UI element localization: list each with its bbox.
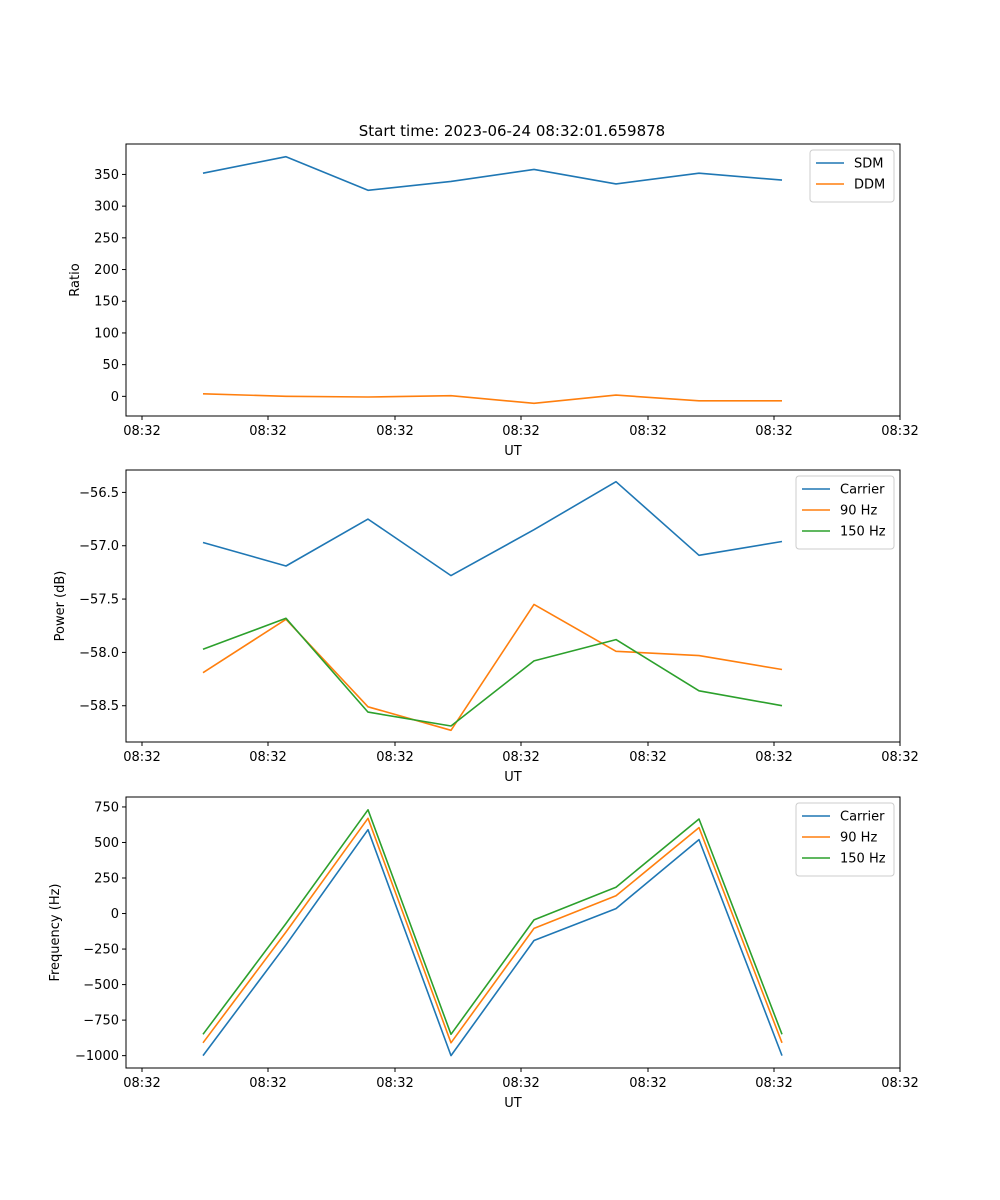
x-tick-label: 08:32 [502,424,539,439]
legend-entry: SDM [854,157,883,172]
x-tick-label: 08:32 [881,750,918,765]
x-axis-label: UT [504,1096,522,1111]
chart-panel-3: 08:32 08:32 08:32 08:32 08:32 08:32 08:32 −1000… [48,796,919,1111]
y-axis-label: Frequency (Hz) [48,883,63,981]
series-line-150-hz [202,617,783,727]
y-axis-label: Ratio [68,263,83,296]
legend-entry: 150 Hz [840,525,886,540]
legend-entry: 90 Hz [840,504,877,519]
legend-entry: 90 Hz [840,831,877,846]
chart-panel-2: 08:32 08:32 08:32 08:32 08:32 08:32 08:32 −58.5… [53,469,919,785]
y-tick-label: 0 [111,390,119,405]
x-tick-label: 08:32 [755,1076,792,1091]
y-tick-label: −250 [83,943,119,958]
x-tick-label: 08:32 [629,750,666,765]
x-axis-label: UT [504,770,522,785]
y-tick-label: −1000 [75,1049,119,1064]
series-line-carrier [202,480,783,577]
legend-entry: Carrier [840,483,885,498]
y-tick-label: 0 [111,907,119,922]
x-tick-label: 08:32 [755,750,792,765]
axes-frame [125,143,901,417]
figure-title: Start time: 2023-06-24 08:32:01.659878 [359,122,665,140]
y-tick-label: −58.0 [79,646,119,661]
y-tick-label: 200 [94,263,119,278]
y-axis-label: Power (dB) [53,571,68,642]
y-tick-label: 250 [94,231,119,246]
x-tick-label: 08:32 [376,424,413,439]
panels: 08:32 08:32 08:32 08:32 08:32 08:32 08:32 0 50 10… [48,143,919,1111]
axes-frame [125,796,901,1069]
y-tick-label: −57.5 [79,593,119,608]
y-tick-label: −500 [83,978,119,993]
x-axis-label: UT [504,444,522,459]
x-tick-label: 08:32 [123,1076,160,1091]
y-tick-label: 750 [94,800,119,815]
x-tick-label: 08:32 [249,1076,286,1091]
x-tick-label: 08:32 [755,424,792,439]
x-tick-label: 08:32 [629,424,666,439]
legend-entry: DDM [854,178,885,193]
legend-entry: 150 Hz [840,852,886,867]
y-tick-label: 250 [94,872,119,887]
x-tick-label: 08:32 [123,424,160,439]
series-line-90-hz [202,817,783,1044]
legend: Carrier 90 Hz 150 Hz [795,802,895,877]
x-tick-label: 08:32 [376,750,413,765]
series-line-ddm [202,393,782,405]
y-tick-label: 50 [102,358,119,373]
x-tick-label: 08:32 [249,424,286,439]
axes-frame [125,469,901,743]
x-tick-label: 08:32 [502,750,539,765]
legend: Carrier 90 Hz 150 Hz [795,475,895,550]
x-tick-label: 08:32 [376,1076,413,1091]
x-tick-label: 08:32 [881,424,918,439]
legend: SDM DDM [809,149,895,203]
legend-entry: Carrier [840,810,885,825]
y-tick-label: −57.0 [79,539,119,554]
x-tick-label: 08:32 [629,1076,666,1091]
x-tick-label: 08:32 [123,750,160,765]
x-tick-label: 08:32 [249,750,286,765]
x-tick-label: 08:32 [881,1076,918,1091]
y-tick-label: 150 [94,295,119,310]
y-tick-label: 100 [94,326,119,341]
y-tick-label: 500 [94,836,119,851]
y-tick-label: −56.5 [79,486,119,501]
series-line-150-hz [202,808,783,1036]
chart-panel-1: 08:32 08:32 08:32 08:32 08:32 08:32 08:32 0 50 10… [68,143,919,459]
y-tick-label: −750 [83,1014,119,1029]
series-line-carrier [202,828,783,1057]
y-tick-label: 350 [94,168,119,183]
x-tick-label: 08:32 [502,1076,539,1091]
y-tick-label: −58.5 [79,699,119,714]
series-line-sdm [202,155,783,192]
y-tick-label: 300 [94,200,119,215]
